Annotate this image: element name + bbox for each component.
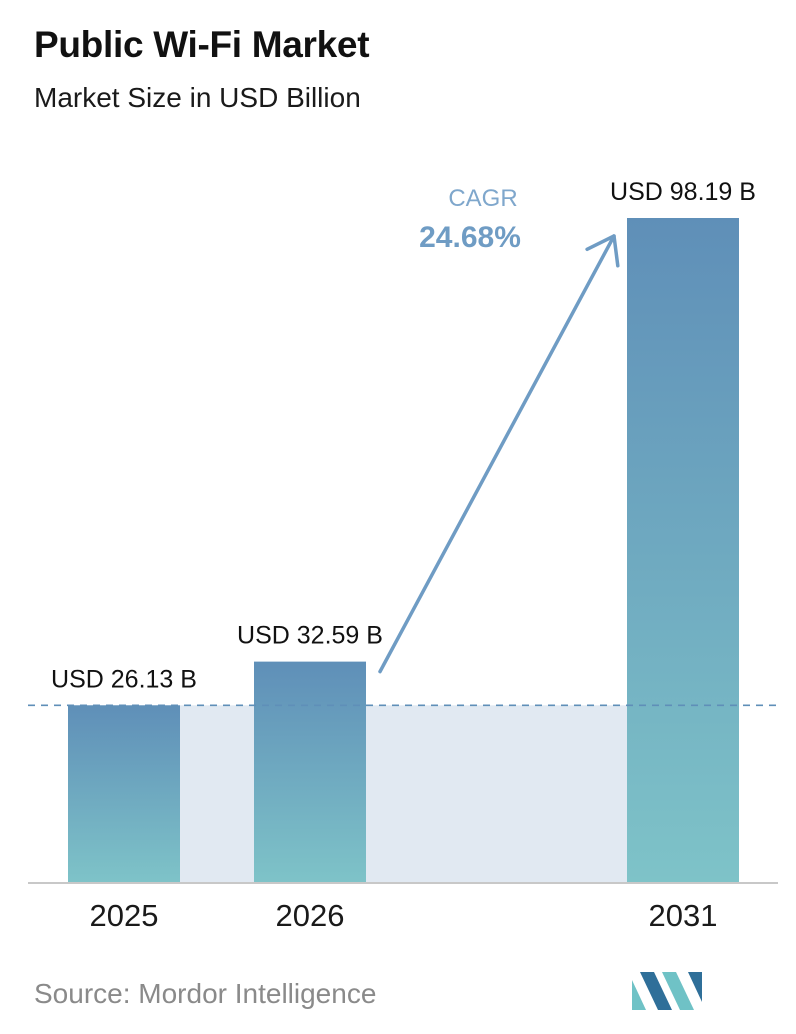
x-tick-label-2031: 2031 <box>649 898 718 933</box>
value-label-2026: USD 32.59 B <box>237 622 383 650</box>
mordor-intelligence-logo <box>632 972 702 1010</box>
value-label-2025: USD 26.13 B <box>51 665 197 693</box>
source-text: Source: Mordor Intelligence <box>34 978 377 1009</box>
chart-subtitle: Market Size in USD Billion <box>34 82 361 113</box>
cagr-arrow-line <box>378 234 616 674</box>
logo-shape <box>662 972 694 1010</box>
bar-2026 <box>254 661 366 882</box>
labels-group: USD 26.13 B 2025 USD 32.59 B 2026 USD 98.19 … <box>51 178 756 933</box>
value-label-2031: USD 98.19 B <box>610 178 756 206</box>
x-tick-label-2026: 2026 <box>276 898 345 933</box>
x-tick-label-2025: 2025 <box>90 898 159 933</box>
chart-title: Public Wi-Fi Market <box>34 24 370 65</box>
logo-shape <box>632 980 646 1010</box>
logo-shape <box>640 972 672 1010</box>
bar-2025 <box>68 705 180 882</box>
cagr-annotation-group: CAGR 24.68% <box>378 185 620 674</box>
cagr-label: CAGR <box>448 185 517 212</box>
reference-group <box>28 704 778 884</box>
cagr-value: 24.68% <box>419 221 521 254</box>
cagr-arrow-head <box>585 234 620 268</box>
logo-shape <box>688 972 702 1002</box>
bar-2031 <box>627 218 739 882</box>
bars-group <box>68 218 739 882</box>
